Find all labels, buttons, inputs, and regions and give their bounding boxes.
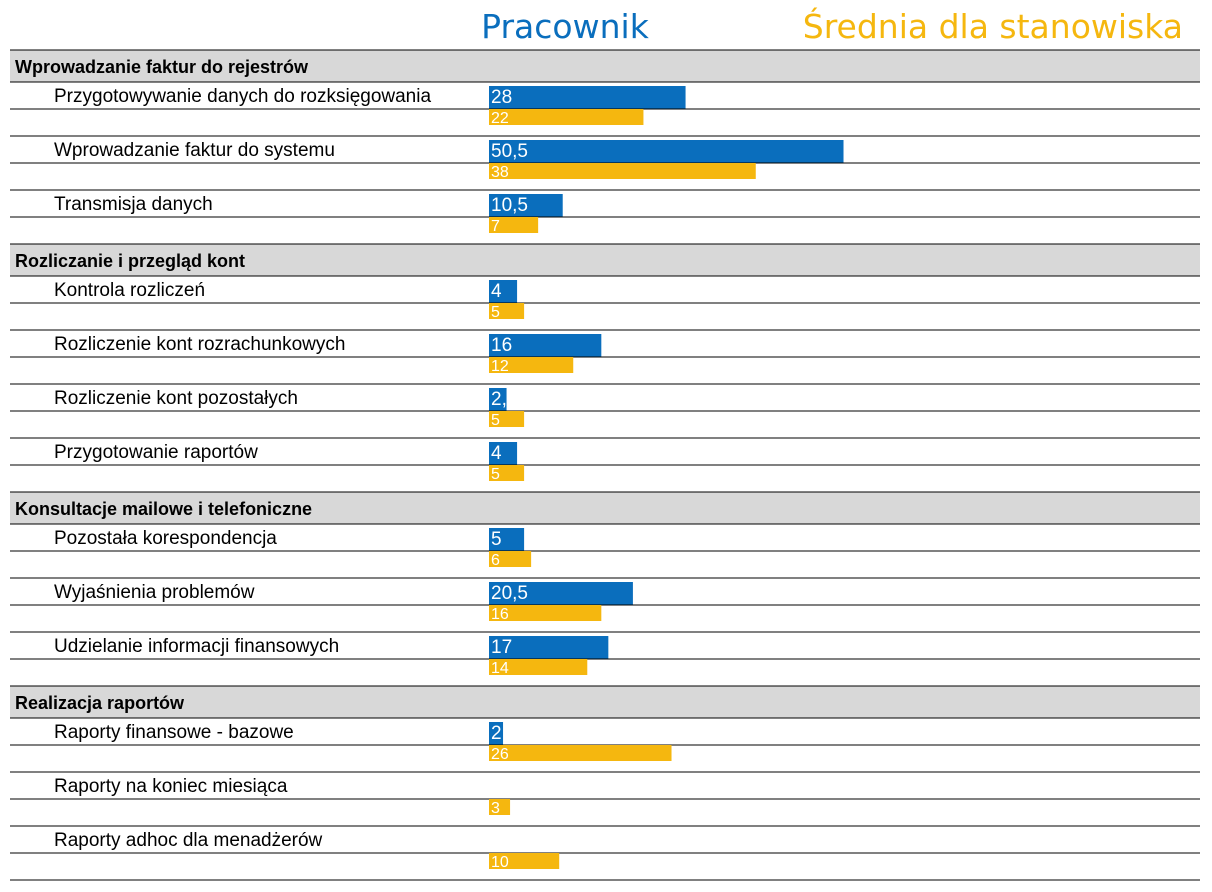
bar-srednia [489, 745, 672, 761]
item-label: Raporty adhoc dla menadżerów [54, 830, 323, 851]
bar-srednia-label: 38 [491, 164, 509, 181]
bar-pracownik-label: 20,5 [491, 583, 528, 604]
bar-pracownik [489, 582, 633, 605]
bar-srednia-label: 10 [491, 854, 509, 871]
bar-srednia-label: 5 [491, 412, 500, 429]
bar-srednia-label: 6 [491, 552, 500, 569]
bar-pracownik [489, 528, 525, 551]
item-label: Udzielanie informacji finansowych [54, 636, 339, 657]
bar-pracownik [489, 722, 504, 745]
bar-pracownik-label: 4 [491, 443, 502, 464]
bar-srednia [489, 659, 588, 675]
bar-pracownik-label: 5 [491, 529, 502, 550]
bar-srednia [489, 109, 644, 125]
bar-pracownik [489, 86, 686, 109]
item-label: Kontrola rozliczeń [54, 280, 205, 301]
item-label: Raporty na koniec miesiąca [54, 776, 288, 797]
item-label: Rozliczenie kont rozrachunkowych [54, 334, 345, 355]
category-header-bg [10, 50, 1200, 82]
bar-pracownik [489, 194, 563, 217]
bar-pracownik [489, 334, 602, 357]
bar-pracownik-label: 10,5 [491, 195, 528, 216]
bar-srednia-label: 16 [491, 606, 509, 623]
category-label: Realizacja raportów [15, 693, 185, 713]
item-label: Wyjaśnienia problemów [54, 582, 255, 603]
bar-pracownik [489, 636, 609, 659]
bar-srednia [489, 605, 602, 621]
item-label: Wprowadzanie faktur do systemu [54, 140, 335, 161]
bar-srednia-label: 26 [491, 746, 509, 763]
category-label: Konsultacje mailowe i telefoniczne [15, 499, 312, 519]
bar-srednia [489, 465, 525, 481]
bar-srednia [489, 357, 574, 373]
bar-pracownik [489, 280, 518, 303]
bar-srednia-label: 7 [491, 218, 500, 235]
bar-srednia-label: 22 [491, 110, 509, 127]
bar-pracownik-label: 17 [491, 637, 512, 658]
bar-pracownik [489, 388, 507, 411]
category-label: Wprowadzanie faktur do rejestrów [15, 57, 309, 77]
category-header-bg [10, 492, 1200, 524]
item-label: Raporty finansowe - bazowe [54, 722, 294, 743]
item-label: Pozostała korespondencja [54, 528, 277, 549]
bar-pracownik-label: 2, [491, 389, 507, 410]
bar-pracownik-label: 2 [491, 723, 502, 744]
bar-srednia-label: 3 [491, 800, 500, 817]
bar-srednia-label: 12 [491, 358, 509, 375]
bar-srednia-label: 5 [491, 304, 500, 321]
legend-item-srednia: Średnia dla stanowiska [803, 6, 1183, 46]
category-header-bg [10, 244, 1200, 276]
bar-pracownik [489, 442, 518, 465]
bar-srednia [489, 411, 525, 427]
item-label: Przygotowanie raportów [54, 442, 258, 463]
bar-pracownik-label: 4 [491, 281, 502, 302]
item-label: Transmisja danych [54, 194, 213, 215]
bar-srednia-label: 14 [491, 660, 509, 677]
item-label: Przygotowywanie danych do rozksięgowania [54, 86, 431, 107]
category-label: Rozliczanie i przegląd kont [15, 251, 245, 271]
bar-pracownik [489, 140, 844, 163]
item-label: Rozliczenie kont pozostałych [54, 388, 298, 409]
bar-srednia [489, 217, 539, 233]
bar-pracownik-label: 16 [491, 335, 512, 356]
bar-srednia [489, 799, 511, 815]
category-header-bg [10, 686, 1200, 718]
bar-pracownik-label: 50,5 [491, 141, 528, 162]
bar-srednia [489, 551, 532, 567]
legend-item-pracownik: Pracownik [481, 7, 650, 46]
bar-srednia [489, 853, 560, 869]
bar-srednia-label: 5 [491, 466, 500, 483]
bar-srednia [489, 163, 756, 179]
bar-pracownik-label: 28 [491, 87, 512, 108]
bar-srednia [489, 303, 525, 319]
